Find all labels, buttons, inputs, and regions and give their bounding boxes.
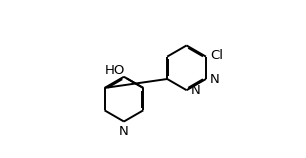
- Text: Cl: Cl: [210, 49, 223, 62]
- Text: N: N: [119, 125, 129, 138]
- Text: N: N: [210, 73, 220, 85]
- Text: HO: HO: [105, 64, 125, 77]
- Text: N: N: [191, 84, 200, 97]
